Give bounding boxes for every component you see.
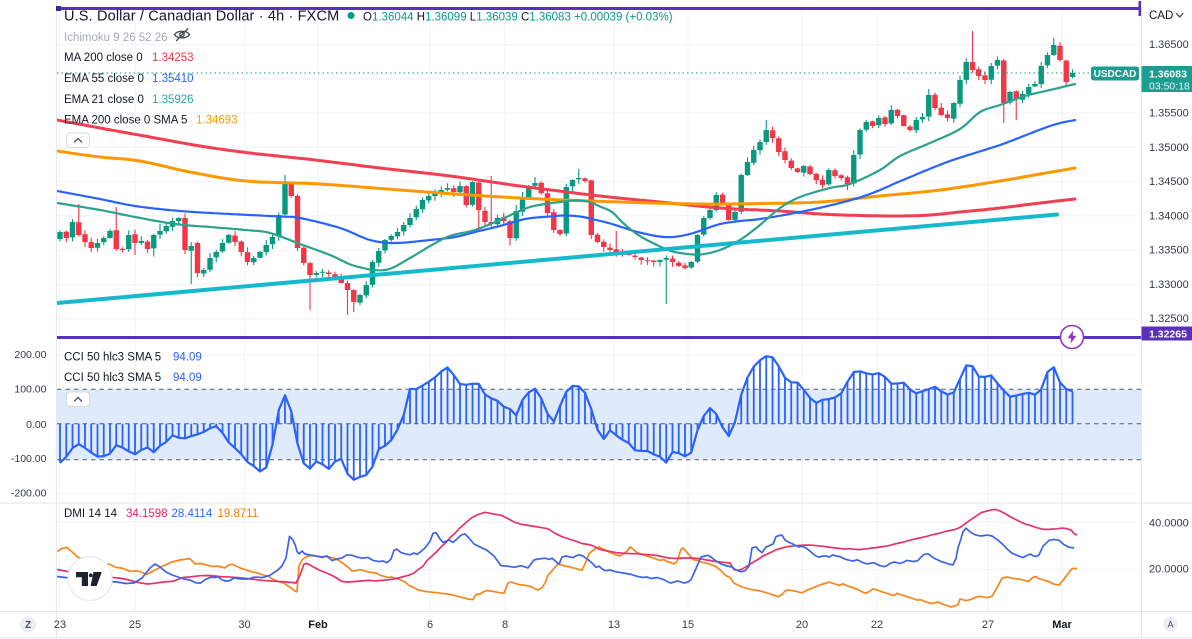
- svg-text:1.35410: 1.35410: [152, 73, 194, 85]
- svg-text:U.S. Dollar / Canadian Dollar: U.S. Dollar / Canadian Dollar · 4h · FXC…: [64, 9, 339, 25]
- svg-text:94.09: 94.09: [173, 372, 202, 384]
- svg-text:CCI 50 hlc3 SMA 5: CCI 50 hlc3 SMA 5: [64, 372, 161, 384]
- svg-text:-200.00: -200.00: [11, 488, 47, 500]
- svg-text:USDCAD: USDCAD: [1094, 69, 1137, 80]
- svg-text:1.34253: 1.34253: [152, 52, 194, 64]
- svg-text:1.32265: 1.32265: [1149, 329, 1187, 341]
- svg-text:1.36500: 1.36500: [1149, 39, 1189, 51]
- svg-text:1.33500: 1.33500: [1149, 245, 1189, 257]
- svg-text:CCI 50 hlc3 SMA 5: CCI 50 hlc3 SMA 5: [64, 352, 161, 364]
- svg-text:13: 13: [608, 619, 620, 631]
- svg-text:1.36083: 1.36083: [1149, 69, 1187, 81]
- svg-text:20.0000: 20.0000: [1149, 564, 1189, 576]
- svg-text:200.00: 200.00: [14, 349, 46, 361]
- svg-text:8: 8: [502, 619, 508, 631]
- svg-text:1.34693: 1.34693: [196, 115, 238, 127]
- svg-text:27: 27: [982, 619, 994, 631]
- svg-text:CAD: CAD: [1149, 10, 1173, 22]
- svg-text:A: A: [1167, 620, 1173, 630]
- svg-text:40.0000: 40.0000: [1149, 517, 1189, 529]
- svg-text:22: 22: [871, 619, 883, 631]
- svg-text:-100.00: -100.00: [11, 453, 47, 465]
- svg-text:1.35926: 1.35926: [152, 94, 194, 106]
- svg-text:MA 200 close 0: MA 200 close 0: [64, 52, 143, 64]
- svg-text:Mar: Mar: [1052, 619, 1072, 631]
- svg-text:DMI 14 14: DMI 14 14: [64, 508, 118, 520]
- svg-text:1.34500: 1.34500: [1149, 176, 1189, 188]
- svg-text:20: 20: [796, 619, 808, 631]
- svg-text:EMA 21 close 0: EMA 21 close 0: [64, 94, 144, 106]
- svg-text:30: 30: [238, 619, 250, 631]
- svg-text:1.33000: 1.33000: [1149, 279, 1189, 291]
- svg-text:94.09: 94.09: [173, 352, 202, 364]
- svg-text:1.34000: 1.34000: [1149, 210, 1189, 222]
- svg-text:28.4114: 28.4114: [172, 508, 213, 520]
- svg-text:Z: Z: [25, 620, 31, 631]
- svg-text:6: 6: [427, 619, 433, 631]
- svg-text:Feb: Feb: [308, 619, 328, 631]
- svg-text:15: 15: [682, 619, 694, 631]
- svg-text:03:50:18: 03:50:18: [1149, 81, 1190, 93]
- svg-text:0.00: 0.00: [26, 419, 47, 431]
- svg-text:EMA 200 close 0 SMA 5: EMA 200 close 0 SMA 5: [64, 115, 187, 127]
- svg-text:EMA 55 close 0: EMA 55 close 0: [64, 73, 144, 85]
- svg-text:23: 23: [54, 619, 66, 631]
- svg-text:Ichimoku 9 26 52 26: Ichimoku 9 26 52 26: [64, 32, 168, 44]
- svg-text:1.35500: 1.35500: [1149, 107, 1189, 119]
- svg-text:1.32500: 1.32500: [1149, 313, 1189, 325]
- svg-text:34.1598: 34.1598: [126, 508, 168, 520]
- svg-text:O1.36044 H1.36099 L1.36039 C1.: O1.36044 H1.36099 L1.36039 C1.36083 +0.0…: [363, 12, 673, 24]
- svg-text:100.00: 100.00: [14, 384, 46, 396]
- svg-text:1.35000: 1.35000: [1149, 142, 1189, 154]
- svg-text:25: 25: [129, 619, 141, 631]
- svg-text:19.8711: 19.8711: [218, 508, 259, 520]
